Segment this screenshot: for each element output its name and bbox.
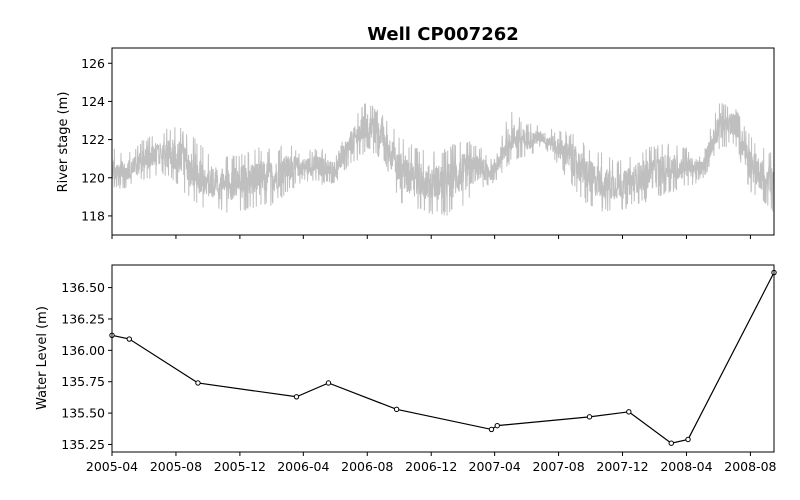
water-level-x-tick-label: 2007-12	[596, 459, 648, 474]
river-stage-panel: 118 120 122 124 126 River stage (m)	[56, 48, 774, 239]
water-level-x-tick-label: 2006-12	[405, 459, 457, 474]
water-level-x-axis: 2005-04 2005-08 2005-12 2006-04 2006-08 2006-…	[86, 452, 777, 474]
water-level-x-tick-label: 2008-08	[724, 459, 776, 474]
water-level-point	[294, 395, 298, 399]
water-level-y-label: Water Level (m)	[35, 306, 50, 410]
water-level-y-tick-label: 136.50	[61, 280, 105, 295]
water-level-point	[686, 437, 690, 441]
water-level-x-tick-label: 2008-04	[660, 459, 712, 474]
river-stage-y-tick-label: 124	[81, 94, 105, 109]
water-level-x-tick-label: 2006-04	[277, 459, 329, 474]
river-stage-y-tick-label: 126	[81, 56, 105, 71]
water-level-y-tick-label: 136.00	[61, 343, 105, 358]
river-stage-y-label: River stage (m)	[56, 92, 71, 193]
water-level-x-tick-label: 2005-08	[150, 459, 202, 474]
river-stage-plot-area	[112, 48, 774, 235]
river-stage-x-ticks	[112, 235, 750, 239]
water-level-x-tick-label: 2007-08	[532, 459, 584, 474]
water-level-y-tick-label: 135.50	[61, 406, 105, 421]
water-level-y-tick-label: 135.75	[61, 374, 105, 389]
water-level-point	[587, 415, 591, 419]
water-level-y-axis: 135.25 135.50 135.75 136.00 136.25 136.50	[61, 280, 112, 452]
water-level-panel: 135.25 135.50 135.75 136.00 136.25 136.50 200…	[35, 265, 777, 474]
water-level-y-tick-label: 136.25	[61, 311, 105, 326]
water-level-point	[326, 381, 330, 385]
water-level-x-tick-label: 2005-04	[86, 459, 138, 474]
river-stage-y-axis: 118 120 122 124 126	[81, 56, 112, 224]
water-level-x-tick-label: 2006-08	[341, 459, 393, 474]
water-level-x-tick-label: 2005-12	[214, 459, 266, 474]
water-level-point	[127, 337, 131, 341]
water-level-y-tick-label: 135.25	[61, 437, 105, 452]
water-level-point	[394, 407, 398, 411]
water-level-point	[489, 427, 493, 431]
water-level-point	[495, 423, 499, 427]
river-stage-y-tick-label: 118	[81, 208, 105, 223]
water-level-x-tick-label: 2007-04	[469, 459, 521, 474]
water-level-point	[196, 381, 200, 385]
river-stage-y-tick-label: 120	[81, 170, 105, 185]
river-stage-y-tick-label: 122	[81, 132, 105, 147]
water-level-point	[627, 410, 631, 414]
water-level-point	[669, 441, 673, 445]
chart-title: Well CP007262	[367, 24, 519, 45]
water-level-plot-area	[112, 265, 774, 452]
